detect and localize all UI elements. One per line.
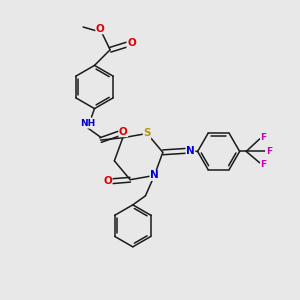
Text: N: N (186, 146, 195, 156)
Text: O: O (103, 176, 112, 186)
Text: S: S (143, 128, 151, 139)
Text: NH: NH (80, 119, 95, 128)
Text: F: F (261, 160, 267, 169)
Text: O: O (96, 24, 105, 34)
Text: F: F (261, 133, 267, 142)
Text: O: O (127, 38, 136, 48)
Text: N: N (150, 170, 159, 180)
Text: F: F (266, 147, 272, 156)
Text: O: O (119, 127, 128, 137)
